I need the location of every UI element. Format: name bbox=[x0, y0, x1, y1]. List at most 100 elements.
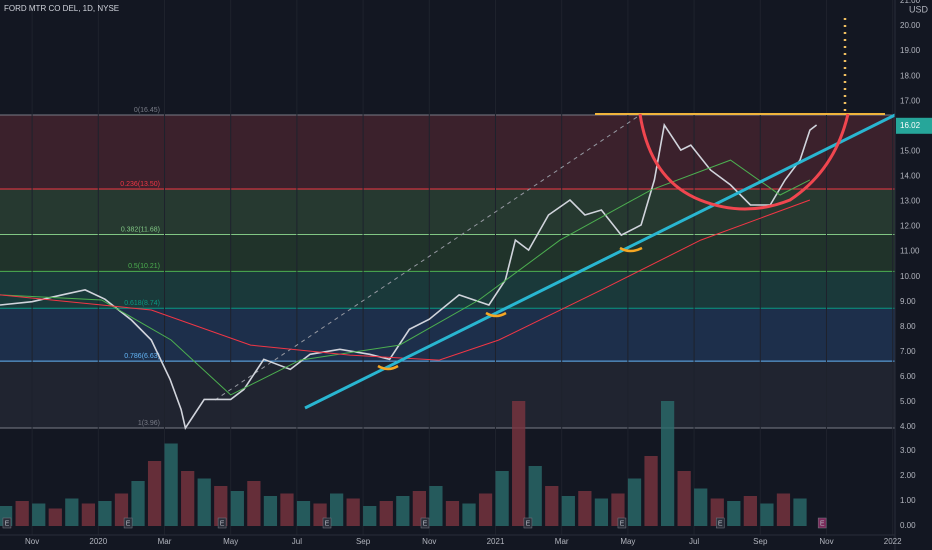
x-tick-label: 2021 bbox=[487, 537, 505, 546]
x-tick-label: Mar bbox=[158, 537, 172, 546]
volume-bar bbox=[429, 486, 443, 526]
volume-bar bbox=[412, 491, 426, 526]
earnings-badge bbox=[617, 517, 627, 529]
volume-bar bbox=[445, 501, 460, 526]
volume-bar bbox=[247, 481, 261, 526]
volume-bar bbox=[296, 501, 311, 526]
x-tick-label: 2020 bbox=[89, 537, 107, 546]
fib-band bbox=[0, 188, 895, 235]
fib-label: 0.786(6.63) bbox=[124, 353, 160, 360]
y-tick-label: 7.00 bbox=[900, 347, 916, 356]
earnings-label: E bbox=[220, 520, 225, 527]
x-tick-label: Sep bbox=[356, 537, 371, 546]
volume-bar bbox=[181, 471, 195, 526]
earnings-label: E bbox=[5, 520, 10, 527]
volume-bar bbox=[462, 503, 476, 526]
projection-line bbox=[214, 114, 641, 401]
x-tick-label: Jul bbox=[689, 537, 699, 546]
volume-bar bbox=[528, 466, 542, 526]
y-tick-label: 9.00 bbox=[900, 297, 916, 306]
earnings-badge bbox=[322, 517, 332, 529]
earnings-label: E bbox=[620, 520, 625, 527]
volume-bar bbox=[578, 491, 592, 526]
fib-label: 0.236(13.50) bbox=[120, 181, 160, 188]
volume-tick-label: 3.00 bbox=[900, 446, 916, 455]
fib-label: 0.5(10.21) bbox=[128, 263, 160, 270]
volume-bar bbox=[197, 478, 211, 526]
volume-bar bbox=[644, 456, 658, 526]
touch-arc bbox=[485, 311, 507, 318]
fib-label: 0.382(11.68) bbox=[121, 226, 160, 233]
volume-bar bbox=[677, 471, 691, 526]
earnings-badge bbox=[2, 517, 12, 529]
x-tick-label: May bbox=[223, 537, 238, 546]
fib-band bbox=[0, 115, 895, 189]
earnings-badge bbox=[523, 517, 533, 529]
x-tick-label: May bbox=[620, 537, 635, 546]
fib-band bbox=[0, 234, 895, 272]
price-axis bbox=[895, 0, 932, 550]
volume-bar bbox=[32, 503, 46, 526]
fib-label: 0.618(8.74) bbox=[124, 300, 160, 307]
fib-band bbox=[0, 361, 895, 429]
volume-bar bbox=[346, 498, 360, 526]
volume-bar bbox=[15, 501, 29, 526]
y-tick-label: 15.00 bbox=[900, 146, 921, 155]
volume-bar bbox=[760, 503, 774, 526]
y-tick-label: 18.00 bbox=[900, 71, 921, 80]
y-tick-label: 13.00 bbox=[900, 197, 921, 206]
volume-bar bbox=[545, 486, 559, 526]
volume-bar bbox=[743, 496, 757, 526]
y-tick-label: 20.00 bbox=[900, 21, 921, 30]
price-line bbox=[0, 122, 818, 430]
earnings-label: E bbox=[718, 520, 723, 527]
volume-bar bbox=[263, 496, 278, 526]
x-tick-label: Nov bbox=[422, 537, 436, 546]
y-tick-label: 17.00 bbox=[900, 96, 921, 105]
volume-bar bbox=[164, 443, 178, 526]
earnings-label: E bbox=[526, 520, 531, 527]
fib-label: 1(3.96) bbox=[138, 420, 160, 427]
volume-bar bbox=[776, 493, 791, 526]
volume-bar bbox=[793, 498, 807, 526]
volume-bar bbox=[379, 501, 393, 526]
volume-bar bbox=[214, 486, 228, 526]
y-tick-label: 5.00 bbox=[900, 397, 916, 406]
earnings-label: E bbox=[325, 520, 330, 527]
earnings-badge bbox=[123, 517, 133, 529]
touch-arc bbox=[619, 246, 643, 253]
y-tick-label: 12.00 bbox=[900, 222, 921, 231]
y-tick-label: 21.00 bbox=[900, 0, 921, 5]
volume-bar bbox=[65, 498, 79, 526]
price-line bbox=[0, 159, 811, 396]
earnings-badge bbox=[715, 517, 725, 529]
volume-bar bbox=[660, 401, 675, 526]
x-tick-label: Sep bbox=[753, 537, 768, 546]
x-tick-label: Nov bbox=[25, 537, 39, 546]
earnings-label: E bbox=[126, 520, 131, 527]
earnings-label: E bbox=[423, 520, 428, 527]
x-tick-label: Mar bbox=[555, 537, 569, 546]
price-line bbox=[0, 199, 811, 361]
last-price-label: 16.02 bbox=[900, 121, 921, 130]
earnings-badge bbox=[420, 517, 430, 529]
volume-tick-label: 2.00 bbox=[900, 471, 916, 480]
fib-band bbox=[0, 308, 895, 362]
y-tick-label: 10.00 bbox=[900, 272, 921, 281]
volume-bar bbox=[627, 478, 642, 526]
volume-bar bbox=[280, 493, 294, 526]
fib-label: 0(16.45) bbox=[134, 107, 160, 114]
x-tick-label: Jul bbox=[292, 537, 302, 546]
earnings-badge bbox=[217, 517, 227, 529]
volume-tick-label: 0.00 bbox=[900, 521, 916, 530]
currency: USD bbox=[909, 4, 929, 14]
chart-title: FORD MTR CO DEL, 1D, NYSE bbox=[4, 4, 119, 13]
volume-bar bbox=[396, 496, 410, 526]
volume-bar bbox=[727, 501, 741, 526]
x-tick-label: Nov bbox=[819, 537, 833, 546]
cup-arc bbox=[638, 113, 850, 211]
volume-bar bbox=[561, 496, 575, 526]
volume-bar bbox=[329, 493, 344, 526]
last-price-box bbox=[896, 117, 932, 134]
